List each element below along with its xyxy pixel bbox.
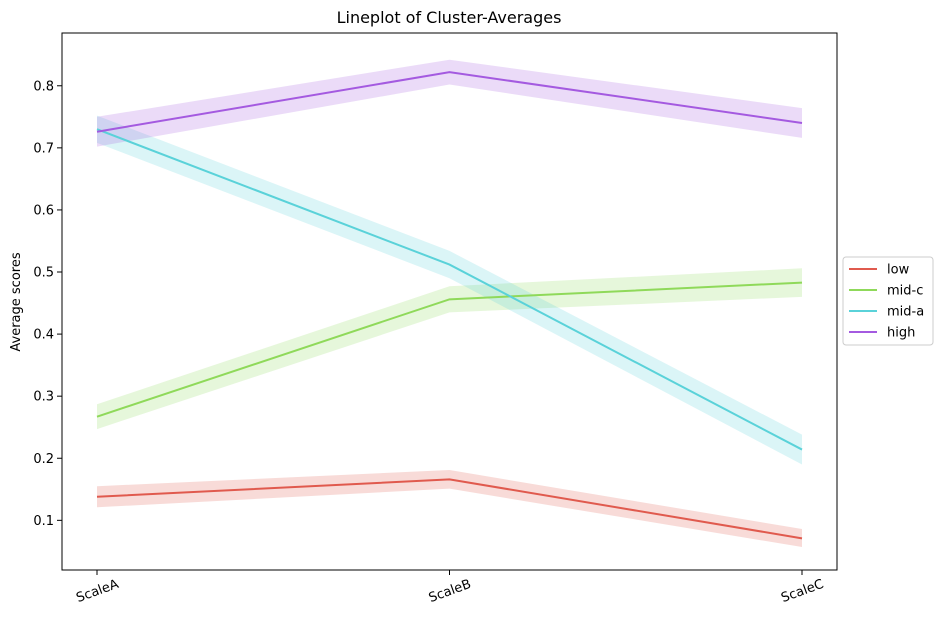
legend-label-high: high xyxy=(887,326,915,341)
legend-label-low: low xyxy=(887,263,910,278)
y-axis: 0.1 0.2 0.3 0.4 0.5 0.6 0.7 0.8 xyxy=(33,79,62,529)
y-tick-label: 0.5 xyxy=(33,266,54,281)
legend: low mid-c mid-a high xyxy=(842,256,934,346)
legend-label-mid-a: mid-a xyxy=(887,305,924,320)
legend-box xyxy=(842,256,934,346)
y-tick-label: 0.3 xyxy=(33,390,54,405)
band-low xyxy=(97,470,802,548)
y-tick-label: 0.8 xyxy=(33,79,54,94)
y-tick-label: 0.1 xyxy=(33,514,54,529)
band-mid-c xyxy=(97,268,802,430)
y-axis-label: Average scores xyxy=(9,252,24,351)
y-tick-label: 0.2 xyxy=(33,452,54,467)
series-lines xyxy=(96,71,803,540)
plot-frame xyxy=(61,32,838,571)
y-tick-label: 0.4 xyxy=(33,328,54,343)
y-tick-label: 0.7 xyxy=(33,141,54,156)
chart-title: Lineplot of Cluster-Averages xyxy=(337,8,562,27)
legend-label-mid-c: mid-c xyxy=(887,284,923,299)
band-mid-a xyxy=(97,115,802,465)
y-tick-label: 0.6 xyxy=(33,203,54,218)
